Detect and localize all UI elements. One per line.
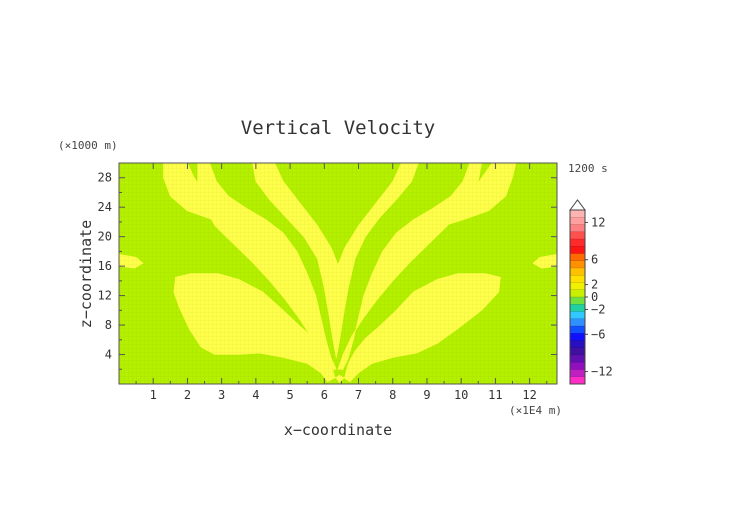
colorbar-segment: [570, 253, 585, 262]
colorbar-segment: [570, 224, 585, 233]
colorbar-segment: [570, 347, 585, 356]
colorbar-segment: [570, 318, 585, 327]
x-axis-label: x−coordinate: [284, 421, 392, 439]
y-tick-label: 4: [105, 348, 112, 362]
x-tick-label: 7: [355, 388, 362, 402]
y-tick-label: 12: [98, 289, 112, 303]
colorbar-label: 12: [591, 215, 605, 229]
x-tick-label: 5: [286, 388, 293, 402]
colorbar-segment: [570, 210, 585, 218]
colorbar-label: −6: [591, 327, 605, 341]
x-unit-label: (×1E4 m): [509, 404, 562, 417]
y-unit-label: (×1000 m): [58, 139, 118, 152]
y-tick-label: 24: [98, 200, 112, 214]
y-tick-label: 16: [98, 259, 112, 273]
colorbar-segment: [570, 369, 585, 378]
y-axis-label: z−coordinate: [77, 220, 95, 328]
x-tick-label: 11: [488, 388, 502, 402]
time-label: 1200 s: [568, 162, 608, 175]
colorbar-segment: [570, 297, 585, 305]
colorbar-label: 2: [591, 278, 598, 292]
colorbar-label: 0: [591, 290, 598, 304]
x-tick-label: 8: [389, 388, 396, 402]
colorbar-segment: [570, 282, 585, 291]
x-tick-label: 4: [252, 388, 259, 402]
colorbar-segment: [570, 362, 585, 370]
colorbar-segment: [570, 311, 585, 320]
colorbar-extend-arrow: [569, 199, 586, 211]
colorbar-label: −12: [591, 365, 613, 379]
colorbar-label: 6: [591, 253, 598, 267]
x-tick-label: 10: [454, 388, 468, 402]
y-tick-label: 8: [105, 318, 112, 332]
plot-frame: [118, 162, 558, 385]
chart-title: Vertical Velocity: [241, 117, 435, 139]
x-tick-label: 12: [522, 388, 536, 402]
colorbar-segment: [570, 217, 585, 225]
colorbar-segment: [570, 333, 585, 341]
colorbar-segment: [570, 304, 585, 312]
y-tick-label: 20: [98, 230, 112, 244]
x-tick-label: 2: [184, 388, 191, 402]
colorbar-segment: [570, 246, 585, 254]
colorbar-segment: [570, 289, 585, 298]
colorbar-segment: [570, 268, 585, 276]
colorbar-segment: [570, 239, 585, 247]
colorbar-segment: [570, 231, 585, 240]
colorbar-segment: [570, 275, 585, 283]
y-tick-label: 28: [98, 171, 112, 185]
colorbar-segment: [570, 326, 585, 334]
x-tick-label: 1: [150, 388, 157, 402]
x-tick-label: 9: [423, 388, 430, 402]
colorbar-segment: [570, 355, 585, 363]
x-tick-label: 6: [321, 388, 328, 402]
colorbar-segment: [570, 340, 585, 349]
x-tick-label: 3: [218, 388, 225, 402]
colorbar-segment: [570, 260, 585, 269]
colorbar-segment: [570, 376, 585, 385]
colorbar: 12 6 20−2 −6 −12: [569, 199, 613, 385]
colorbar-label: −2: [591, 302, 605, 316]
raster-overlay: [119, 163, 557, 384]
